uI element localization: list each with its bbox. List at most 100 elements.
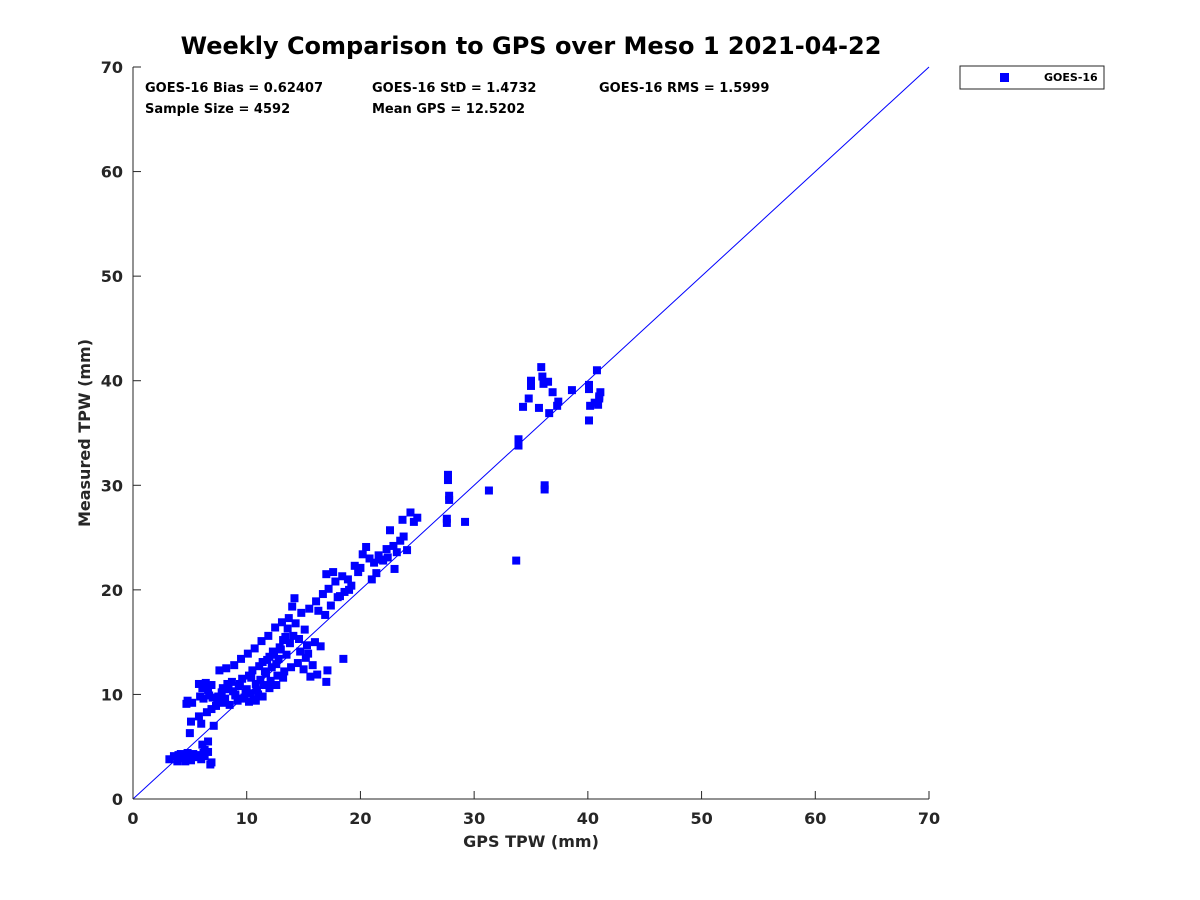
x-tick-label: 60 bbox=[804, 809, 826, 828]
data-point bbox=[548, 388, 557, 397]
stat-sample-size: Sample Size = 4592 bbox=[145, 102, 290, 117]
x-tick-label: 20 bbox=[349, 809, 371, 828]
data-point bbox=[263, 655, 272, 664]
data-point bbox=[389, 541, 398, 550]
data-point bbox=[367, 575, 376, 584]
legend: GOES-16 bbox=[959, 65, 1105, 90]
data-point bbox=[374, 551, 383, 560]
data-point bbox=[215, 666, 224, 675]
data-point bbox=[199, 694, 208, 703]
data-point bbox=[258, 658, 267, 667]
data-point bbox=[169, 752, 178, 761]
data-point bbox=[222, 664, 231, 673]
data-point bbox=[198, 684, 207, 693]
data-point bbox=[174, 751, 183, 760]
stat-std: GOES-16 StD = 1.4732 bbox=[372, 81, 536, 96]
data-point bbox=[290, 594, 299, 603]
data-point bbox=[596, 388, 605, 397]
data-point bbox=[383, 553, 392, 562]
data-point bbox=[297, 608, 306, 617]
data-point bbox=[258, 692, 267, 701]
data-point bbox=[277, 618, 286, 627]
axis-ticks: 0 10 20 30 40 50 60 70 0 10 20 30 40 50 60 70 bbox=[101, 58, 940, 828]
data-point bbox=[243, 649, 252, 658]
data-point bbox=[186, 717, 195, 726]
data-point bbox=[595, 392, 604, 401]
data-point bbox=[276, 645, 285, 654]
x-tick-label: 10 bbox=[236, 809, 258, 828]
data-point bbox=[409, 517, 418, 526]
data-point bbox=[539, 379, 548, 388]
data-point bbox=[461, 517, 470, 526]
data-point bbox=[182, 699, 191, 708]
x-tick-label: 30 bbox=[463, 809, 485, 828]
data-point bbox=[339, 654, 348, 663]
data-point bbox=[227, 677, 236, 686]
data-point bbox=[223, 679, 232, 688]
data-point bbox=[300, 625, 309, 634]
data-point bbox=[251, 679, 260, 688]
data-point bbox=[322, 677, 331, 686]
data-point bbox=[527, 376, 535, 385]
data-point bbox=[538, 372, 547, 381]
data-point bbox=[304, 649, 313, 658]
data-point bbox=[347, 581, 356, 590]
data-point bbox=[584, 416, 593, 425]
data-point bbox=[214, 692, 223, 701]
data-point bbox=[219, 698, 228, 707]
data-point bbox=[193, 751, 202, 760]
data-point bbox=[396, 536, 405, 545]
data-point bbox=[534, 403, 543, 412]
data-point bbox=[443, 470, 452, 479]
chart-title: Weekly Comparison to GPS over Meso 1 202… bbox=[181, 32, 882, 60]
x-tick-label: 40 bbox=[577, 809, 599, 828]
data-point bbox=[213, 696, 222, 705]
y-tick-label: 50 bbox=[101, 267, 123, 286]
data-point bbox=[553, 401, 562, 410]
data-point bbox=[244, 697, 253, 706]
data-point bbox=[340, 587, 349, 596]
data-point bbox=[200, 745, 209, 754]
data-point bbox=[230, 661, 239, 670]
data-point bbox=[313, 670, 322, 679]
data-point bbox=[540, 485, 549, 494]
data-point bbox=[224, 685, 233, 694]
y-tick-label: 30 bbox=[101, 476, 123, 495]
data-point bbox=[323, 666, 332, 675]
data-point bbox=[254, 690, 263, 699]
data-point bbox=[246, 689, 255, 698]
data-point bbox=[584, 380, 593, 389]
data-point bbox=[264, 631, 273, 640]
data-point bbox=[512, 556, 521, 565]
data-point bbox=[282, 650, 291, 659]
data-point bbox=[289, 631, 298, 640]
data-point bbox=[356, 563, 365, 572]
data-point bbox=[321, 610, 330, 619]
data-point bbox=[287, 663, 296, 672]
data-point bbox=[584, 385, 593, 394]
data-point bbox=[183, 748, 192, 757]
data-point bbox=[181, 757, 190, 766]
data-point bbox=[266, 676, 275, 685]
data-point bbox=[270, 650, 279, 659]
data-point bbox=[260, 667, 269, 676]
data-point bbox=[204, 686, 213, 695]
x-tick-label: 50 bbox=[690, 809, 712, 828]
data-point bbox=[173, 757, 182, 766]
data-point bbox=[403, 546, 412, 555]
data-point bbox=[296, 647, 305, 656]
data-point bbox=[406, 508, 415, 517]
data-point bbox=[235, 679, 244, 688]
stats-annotations: GOES-16 Bias = 0.62407 GOES-16 StD = 1.4… bbox=[145, 81, 769, 117]
data-point bbox=[209, 721, 218, 730]
data-point bbox=[238, 674, 247, 683]
data-point bbox=[413, 513, 422, 522]
stat-mean-gps: Mean GPS = 12.5202 bbox=[372, 102, 525, 117]
data-point bbox=[326, 601, 335, 610]
data-point bbox=[376, 555, 385, 564]
data-point bbox=[265, 684, 274, 693]
data-point bbox=[185, 729, 194, 738]
data-point bbox=[331, 577, 340, 586]
